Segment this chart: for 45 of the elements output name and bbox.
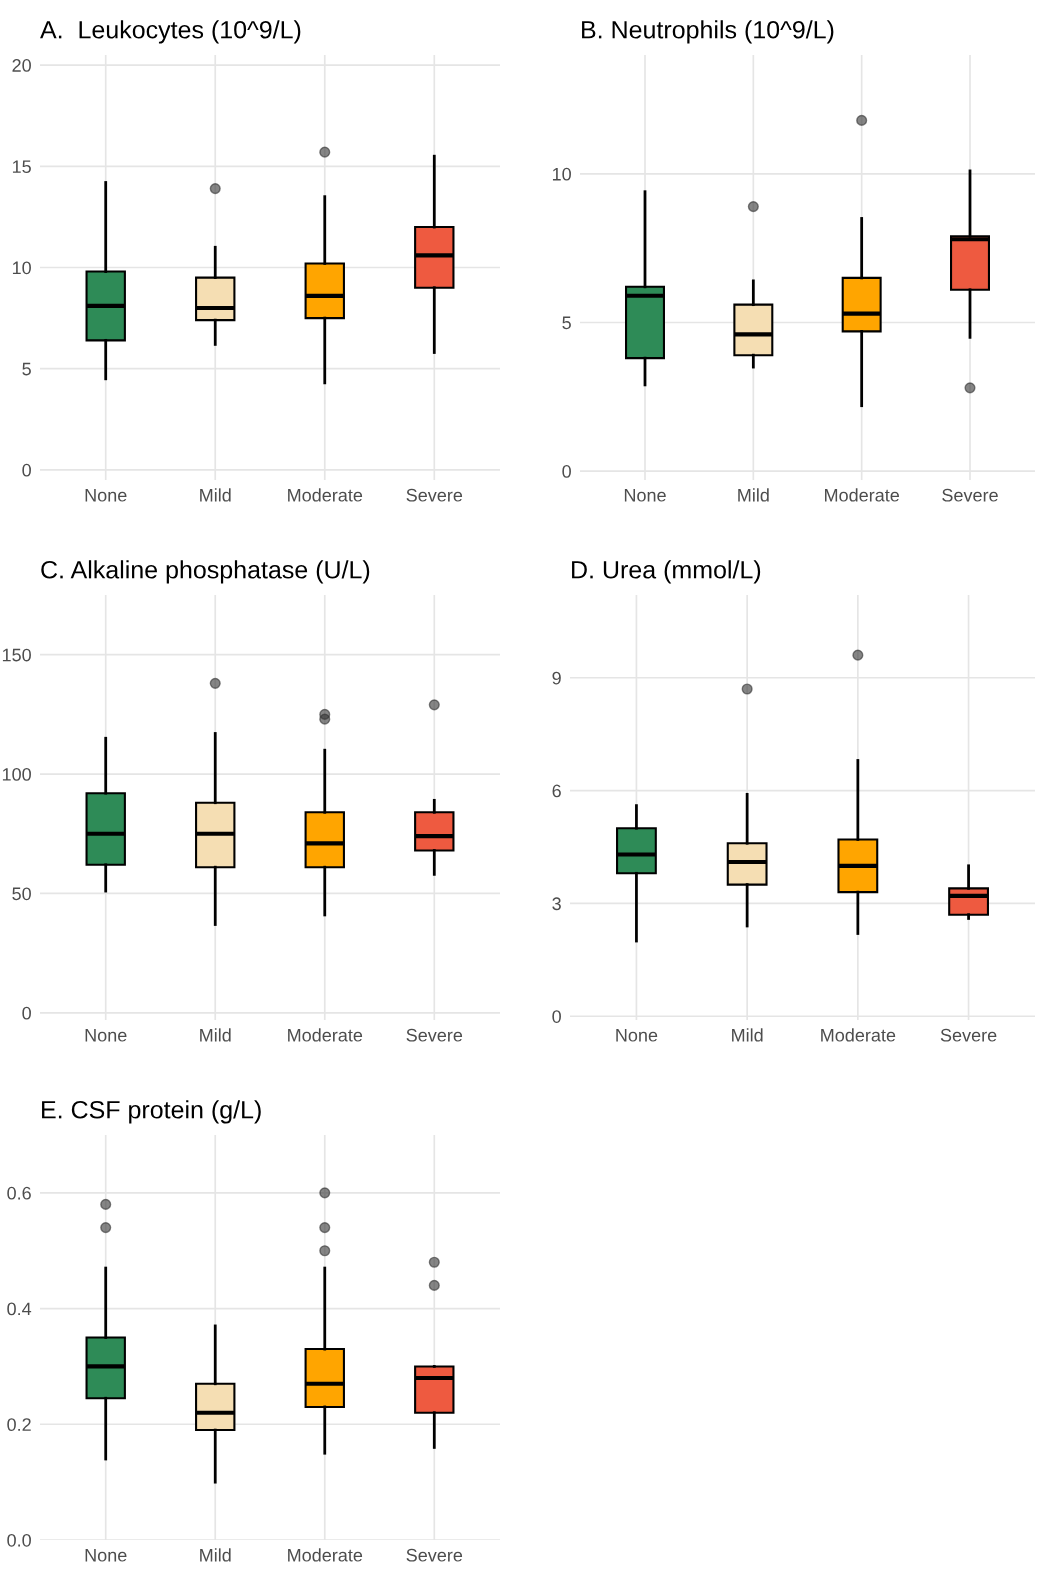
- y-tick-label: 3: [552, 897, 561, 911]
- x-tick-label: None: [85, 1549, 127, 1562]
- x-tick-label: None: [85, 489, 127, 502]
- x-tick-label: Moderate: [288, 1028, 363, 1042]
- x-tick-label: Severe: [406, 1548, 463, 1562]
- y-tick-label: 10: [12, 261, 31, 275]
- chart-title: E. CSF protein (g/L): [42, 1100, 261, 1124]
- x-tick-label: Severe: [406, 488, 463, 502]
- x-tick-label: Mild: [200, 488, 231, 502]
- y-tick-label: 10: [552, 167, 571, 181]
- y-tick-label: 150: [2, 648, 31, 662]
- x-tick-label: Severe: [406, 1028, 463, 1042]
- y-tick-label: 0.0: [7, 1533, 31, 1547]
- y-tick-label: 9: [552, 671, 561, 685]
- chart-title: A. Leukocytes (10^9/L): [40, 20, 301, 44]
- y-tick-label: 0: [22, 463, 31, 477]
- x-tick-label: Mild: [200, 1548, 231, 1562]
- y-tick-label: 0.6: [7, 1186, 31, 1200]
- x-tick-label: Mild: [732, 1028, 763, 1042]
- x-tick-label: None: [616, 1029, 658, 1042]
- y-tick-label: 0.2: [7, 1418, 31, 1432]
- y-tick-label: 50: [12, 887, 31, 901]
- y-tick-label: 0: [552, 1010, 561, 1023]
- x-tick-label: Moderate: [821, 1028, 896, 1042]
- y-tick-label: 5: [22, 362, 31, 376]
- x-tick-label: Severe: [942, 488, 998, 502]
- chart-title: D. Urea (mmol/L): [572, 560, 761, 584]
- chart-title: C. Alkaline phosphatase (U/L): [41, 560, 370, 584]
- y-tick-label: 0: [562, 465, 571, 478]
- x-tick-label: Mild: [200, 1028, 231, 1042]
- y-tick-label: 15: [12, 160, 31, 174]
- y-tick-label: 20: [12, 59, 31, 72]
- x-tick-label: Severe: [940, 1028, 997, 1042]
- y-tick-label: 0.4: [7, 1302, 32, 1316]
- x-tick-label: Moderate: [825, 488, 900, 502]
- y-tick-label: 6: [552, 784, 561, 798]
- y-tick-label: 100: [2, 768, 31, 781]
- x-tick-label: Moderate: [288, 488, 363, 502]
- x-tick-label: None: [85, 1029, 127, 1042]
- x-tick-label: Mild: [738, 488, 769, 502]
- y-tick-label: 0: [22, 1006, 31, 1020]
- chart-title: B. Neutrophils (10^9/L): [582, 20, 834, 44]
- x-tick-label: None: [624, 489, 666, 502]
- x-tick-label: Moderate: [288, 1548, 363, 1562]
- y-tick-label: 5: [562, 316, 571, 330]
